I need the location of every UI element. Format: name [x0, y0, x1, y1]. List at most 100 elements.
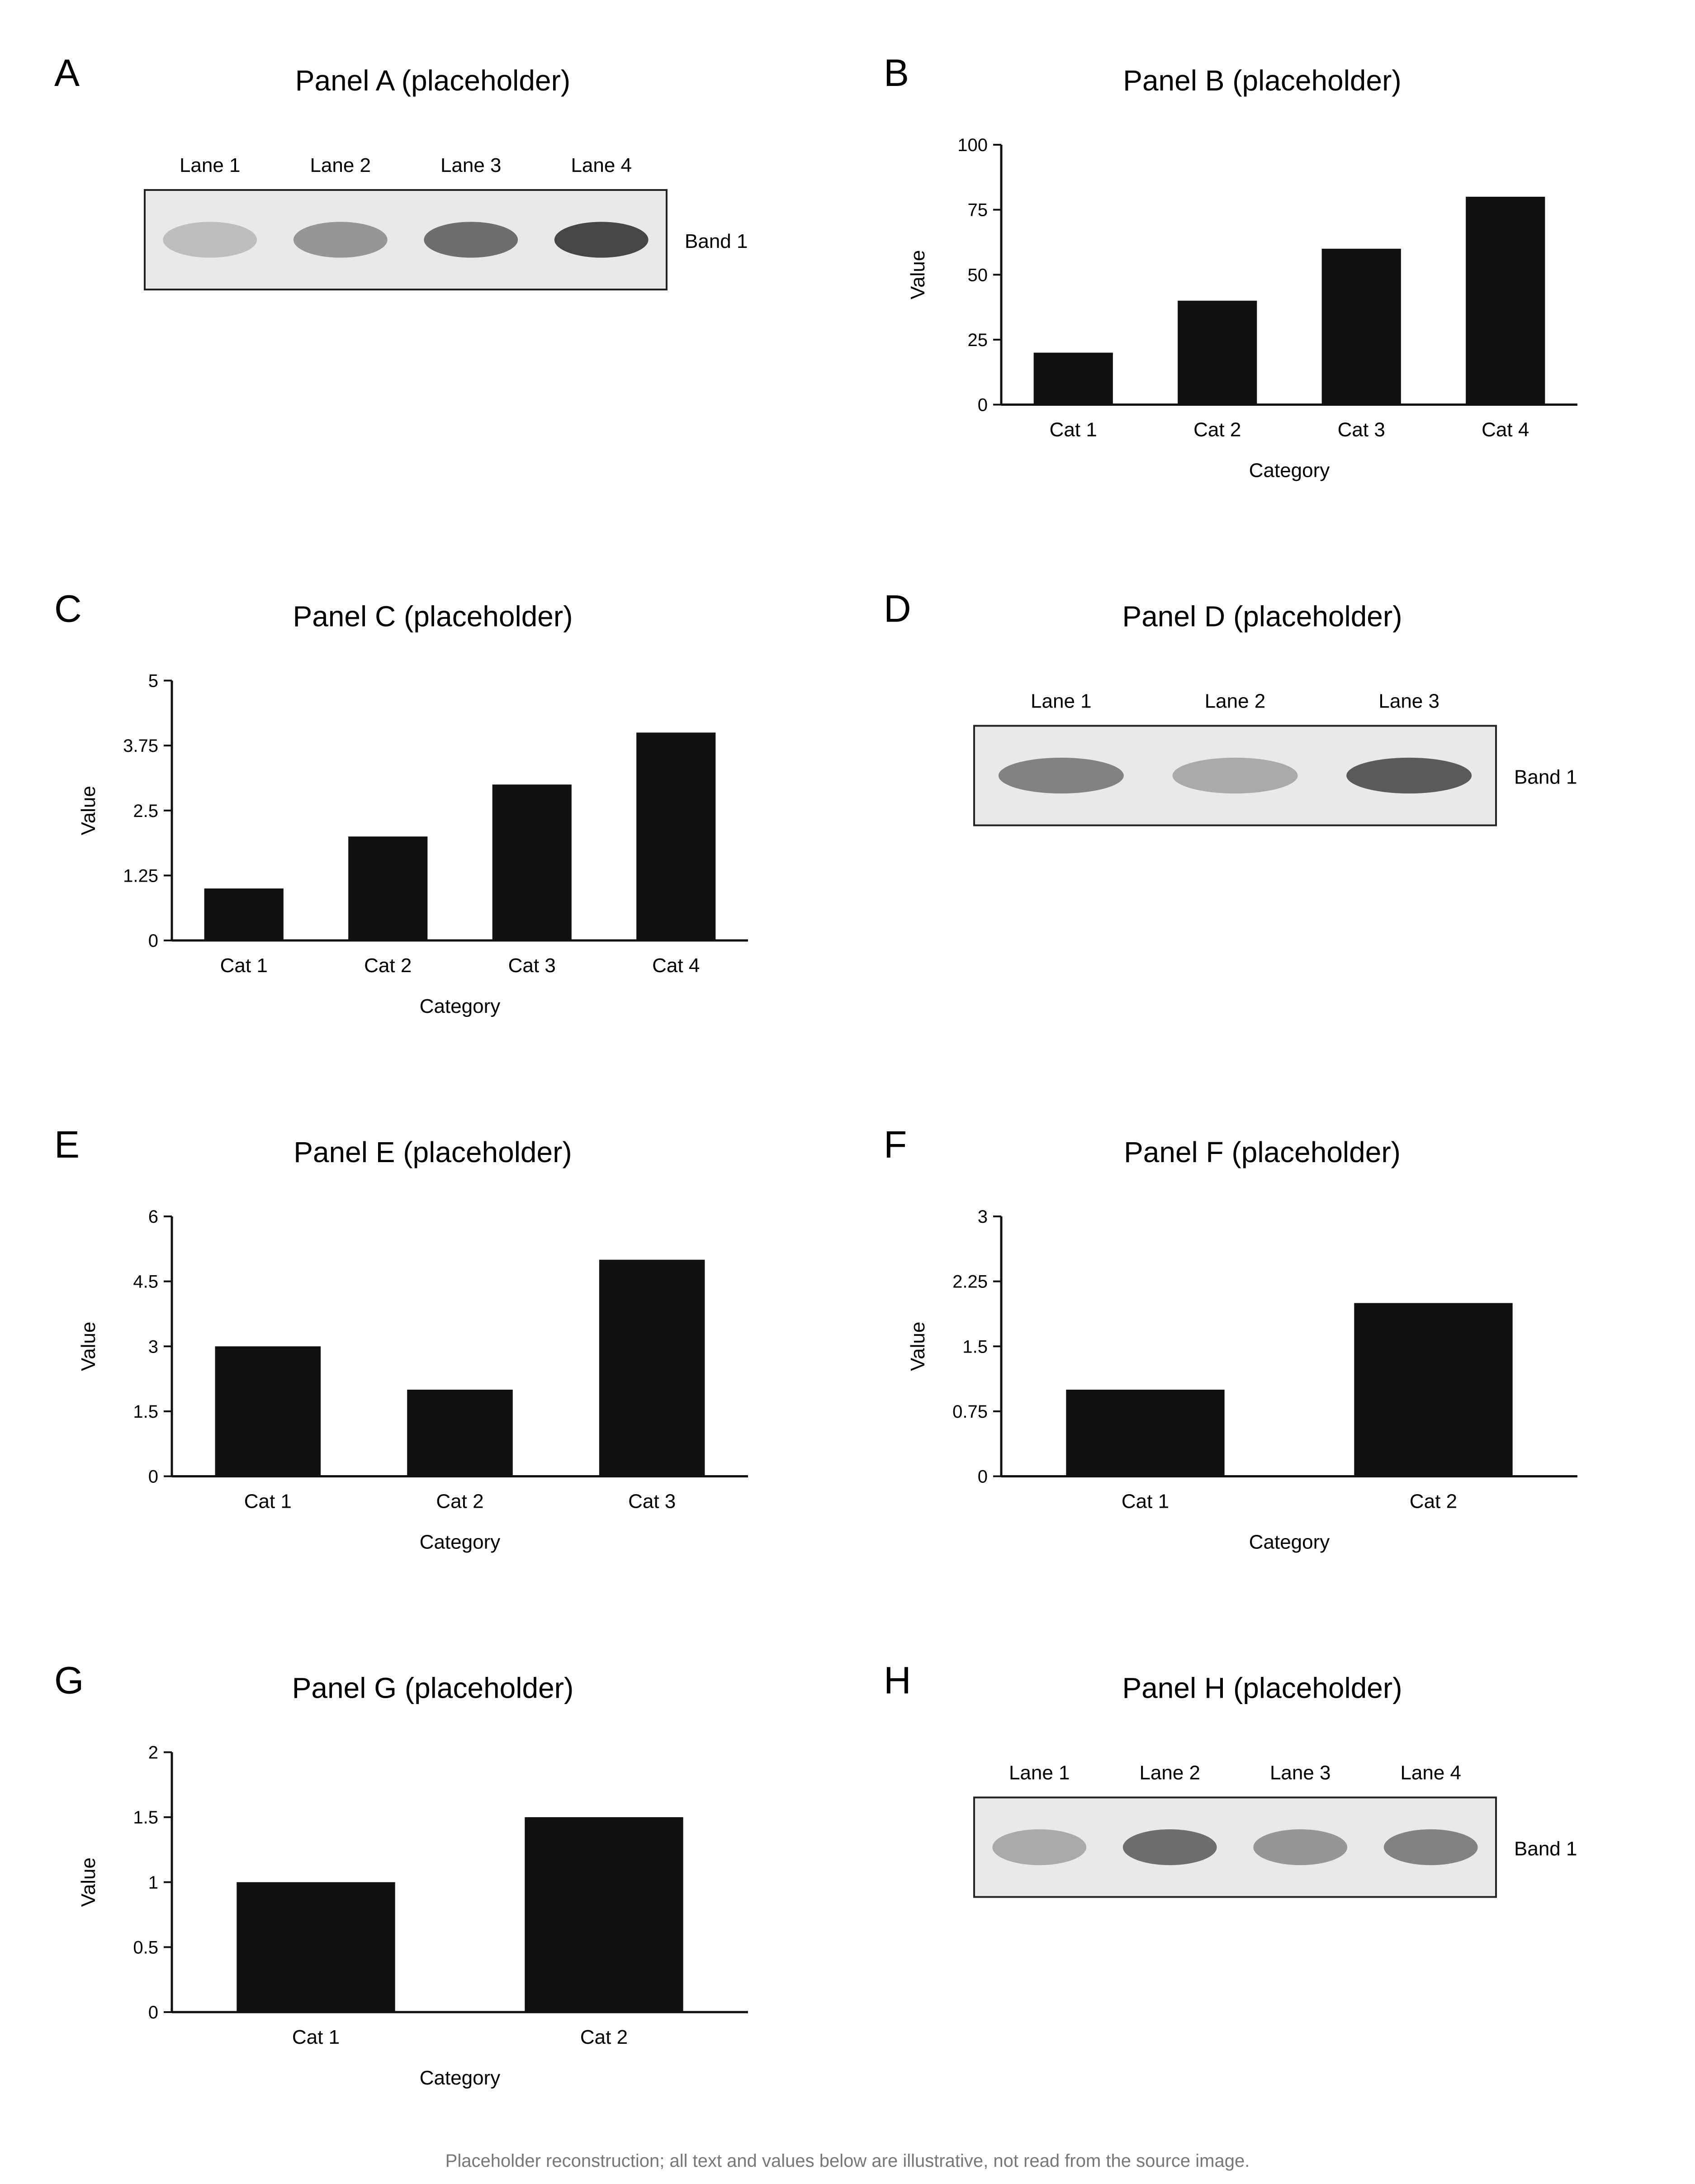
panel-title: Panel G (placeholder) — [292, 1672, 574, 1704]
bar — [1321, 248, 1401, 405]
bar — [348, 836, 428, 940]
panel-letter: C — [54, 588, 82, 630]
panel-title: Panel F (placeholder) — [1124, 1136, 1401, 1168]
lane-label: Lane 1 — [1009, 1762, 1070, 1784]
panel-d: D Panel D (placeholder) Lane 1 Lane 2 Lane 3… — [884, 588, 1577, 826]
panel-g: G Panel G (placeholder) 0 0.5 1 1.5 2 Cat 1 Cat … — [54, 1659, 748, 2089]
x-axis-label: Category — [420, 995, 501, 1017]
panel-letter: G — [54, 1659, 84, 1702]
blot-band — [1346, 757, 1472, 794]
y-tick-label: 75 — [968, 200, 988, 220]
x-tick-label: Cat 2 — [364, 954, 412, 977]
y-axis-label: Value — [907, 250, 929, 299]
bar — [1033, 352, 1113, 405]
bar — [599, 1259, 705, 1477]
panel-title: Panel H (placeholder) — [1122, 1672, 1402, 1704]
y-tick-label: 3.75 — [123, 736, 158, 756]
x-tick-label: Cat 3 — [1338, 419, 1385, 441]
bar — [1354, 1303, 1513, 1477]
y-tick-label: 3 — [978, 1207, 988, 1227]
x-tick-label: Cat 2 — [1410, 1491, 1457, 1513]
y-tick-label: 3 — [148, 1337, 158, 1357]
y-tick-label: 6 — [148, 1207, 158, 1227]
lane-label: Lane 4 — [1400, 1762, 1461, 1784]
y-tick-label: 25 — [968, 330, 988, 350]
blot-band — [1172, 757, 1298, 794]
y-tick-label: 1.5 — [133, 1808, 158, 1828]
lane-label: Lane 3 — [1270, 1762, 1331, 1784]
y-tick-label: 2.5 — [133, 801, 158, 821]
x-tick-label: Cat 4 — [652, 954, 700, 977]
blot-band — [1253, 1829, 1348, 1866]
lane-label: Lane 3 — [440, 154, 502, 176]
y-axis-label: Value — [77, 1857, 99, 1907]
y-tick-label: 0.75 — [952, 1402, 988, 1422]
x-tick-label: Cat 3 — [628, 1491, 676, 1513]
lane-label: Lane 2 — [1139, 1762, 1200, 1784]
x-tick-label: Cat 3 — [508, 954, 556, 977]
x-axis-label: Category — [1249, 460, 1330, 482]
y-axis-label: Value — [77, 786, 99, 835]
y-tick-label: 0 — [148, 1467, 158, 1487]
x-tick-label: Cat 1 — [1122, 1491, 1169, 1513]
y-tick-label: 50 — [968, 265, 988, 285]
y-tick-label: 1.5 — [133, 1402, 158, 1422]
y-axis-label: Value — [77, 1322, 99, 1371]
panel-letter: H — [884, 1659, 911, 1702]
bar — [407, 1390, 513, 1477]
panel-b: B Panel B (placeholder) 0 25 50 75 100 Cat 1 Cat… — [884, 52, 1577, 482]
y-tick-label: 2 — [148, 1743, 158, 1763]
x-tick-label: Cat 2 — [580, 2026, 628, 2048]
y-tick-label: 1 — [148, 1873, 158, 1893]
y-tick-label: 0 — [978, 1467, 988, 1487]
band-label: Band 1 — [1514, 1838, 1577, 1860]
panel-a: A Panel A (placeholder) Lane 1 Lane 2 Lane 3… — [54, 52, 748, 290]
x-tick-label: Cat 1 — [292, 2026, 340, 2048]
panel-letter: B — [884, 52, 909, 94]
lane-label: Lane 1 — [180, 154, 241, 176]
panel-c: C Panel C (placeholder) 0 1.25 2.5 3.75 5 Cat 1… — [54, 588, 748, 1017]
lane-label: Lane 4 — [571, 154, 632, 176]
lane-label: Lane 1 — [1031, 690, 1092, 712]
panel-title: Panel C (placeholder) — [293, 600, 573, 633]
band-label: Band 1 — [1514, 766, 1577, 788]
x-axis-label: Category — [1249, 1531, 1330, 1553]
x-tick-label: Cat 4 — [1482, 419, 1529, 441]
x-tick-label: Cat 2 — [1193, 419, 1241, 441]
panel-e: E Panel E (placeholder) 0 1.5 3 4.5 6 Cat 1 Cat … — [54, 1123, 748, 1553]
panel-title: Panel E (placeholder) — [294, 1136, 572, 1168]
blot-band — [1383, 1829, 1478, 1866]
bar — [1466, 196, 1545, 405]
x-tick-label: Cat 1 — [1050, 419, 1097, 441]
blot-band — [992, 1829, 1087, 1866]
bar — [215, 1346, 321, 1477]
y-tick-label: 1.25 — [123, 866, 158, 886]
y-tick-label: 0 — [148, 931, 158, 951]
x-axis-label: Category — [420, 2067, 501, 2089]
x-tick-label: Cat 1 — [220, 954, 268, 977]
blot-band — [554, 222, 649, 258]
panel-h: H Panel H (placeholder) Lane 1 Lane 2 Lane 3… — [884, 1659, 1577, 1898]
y-tick-label: 100 — [957, 135, 988, 155]
band-label: Band 1 — [685, 230, 748, 252]
x-tick-label: Cat 1 — [244, 1491, 292, 1513]
x-tick-label: Cat 2 — [436, 1491, 483, 1513]
panel-f: F Panel F (placeholder) 0 0.75 1.5 2.25 3 Cat 1… — [884, 1123, 1577, 1553]
y-axis-label: Value — [907, 1322, 929, 1371]
blot-band — [1122, 1829, 1217, 1866]
blot-band — [424, 222, 518, 258]
panel-title: Panel D (placeholder) — [1122, 600, 1402, 633]
bar — [636, 732, 716, 940]
y-tick-label: 4.5 — [133, 1272, 158, 1292]
panel-letter: F — [884, 1123, 907, 1166]
panel-title: Panel B (placeholder) — [1123, 64, 1401, 97]
blot-band — [293, 222, 388, 258]
y-tick-label: 0 — [978, 395, 988, 415]
y-tick-label: 5 — [148, 671, 158, 691]
bar — [237, 1882, 395, 2012]
bar — [525, 1817, 683, 2012]
panel-letter: E — [54, 1123, 80, 1166]
y-tick-label: 1.5 — [962, 1337, 988, 1357]
lane-label: Lane 3 — [1378, 690, 1439, 712]
